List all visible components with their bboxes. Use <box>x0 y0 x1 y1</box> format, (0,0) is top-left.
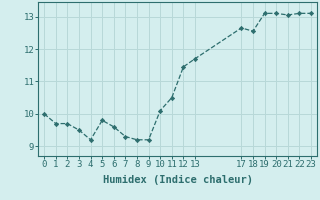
X-axis label: Humidex (Indice chaleur): Humidex (Indice chaleur) <box>103 175 252 185</box>
